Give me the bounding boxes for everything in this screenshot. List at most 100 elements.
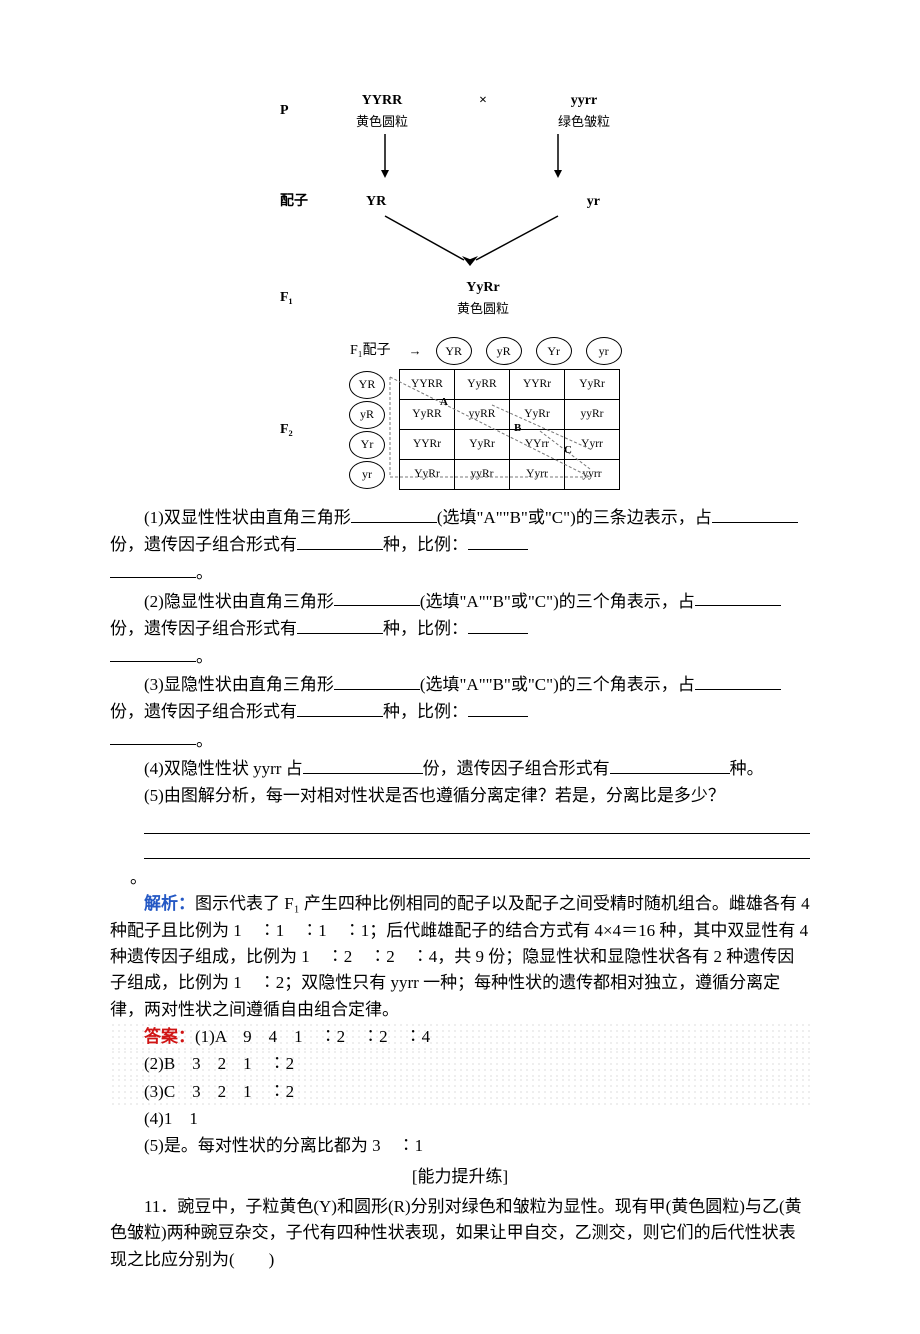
f2-label: F₂ <box>280 419 310 441</box>
answer-line-1: 答案：(1)A 9 4 1 ∶2 ∶2 ∶4 <box>110 1024 810 1050</box>
q3-text-c: 份，遗传因子组合形式有 <box>110 702 297 721</box>
q2-text-d: 种，比例： <box>383 619 468 638</box>
gamete-row: 配子 YR yr <box>280 190 640 214</box>
q4-text-c: 种。 <box>730 759 764 778</box>
punnett-cell: YyRR <box>455 370 510 400</box>
q4-text-b: 份，遗传因子组合形式有 <box>423 759 610 778</box>
punnett-cell: YYRr <box>400 430 455 460</box>
period: 。 <box>196 730 213 749</box>
gamete-circle: Yr <box>536 337 572 365</box>
blank[interactable] <box>297 531 383 550</box>
gamete2: yr <box>587 191 600 213</box>
arrows-gametes-to-f1 <box>280 214 640 270</box>
punnett-cell: YYrr <box>510 430 565 460</box>
genetics-diagram: P YYRR 黄色圆粒 × yyrr 绿色皱粒 配子 <box>280 90 640 490</box>
solution-block: 解析：图示代表了 F₁ 产生四种比例相同的配子以及配子之间受精时随机组合。雌雄各… <box>110 891 810 1023</box>
punnett-cell: yyrr <box>565 460 620 490</box>
blank[interactable] <box>468 531 528 550</box>
punnett-cell: yyRr <box>455 460 510 490</box>
p-row: P YYRR 黄色圆粒 × yyrr 绿色皱粒 <box>280 90 640 132</box>
cross-symbol: × <box>479 90 487 112</box>
punnett-cell: YyRR <box>400 400 455 430</box>
punnett-cell: yyRR <box>455 400 510 430</box>
gamete-circle: yR <box>486 337 522 365</box>
q4-text-a: (4)双隐性性状 yyrr 占 <box>144 759 303 778</box>
parent2-genotype: yyrr <box>558 90 610 112</box>
blank[interactable] <box>297 698 383 717</box>
blank[interactable] <box>334 588 420 607</box>
blank[interactable] <box>303 755 423 774</box>
f1-genotype: YyRr <box>326 277 640 299</box>
answer-line[interactable] <box>144 815 810 834</box>
punnett-cell: Yyrr <box>565 430 620 460</box>
punnett-cell: YYRR <box>400 370 455 400</box>
gamete-circle: yR <box>349 401 385 429</box>
answer-line[interactable] <box>144 840 810 859</box>
blank[interactable] <box>110 643 196 662</box>
gamete-circle: YR <box>436 337 472 365</box>
period: 。 <box>196 563 213 582</box>
gamete-label: 配子 <box>280 191 326 213</box>
period: 。 <box>196 647 213 666</box>
blank[interactable] <box>695 588 781 607</box>
daan-label: 答案： <box>144 1027 195 1046</box>
blank[interactable] <box>610 755 730 774</box>
blank[interactable] <box>468 615 528 634</box>
punnett-cell: Yyrr <box>510 460 565 490</box>
q2-text-b: (选填"A""B"或"C")的三个角表示，占 <box>420 591 695 610</box>
q3-text-b: (选填"A""B"或"C")的三个角表示，占 <box>420 675 695 694</box>
a1: (1)A 9 4 1 ∶2 ∶2 ∶4 <box>195 1027 430 1046</box>
question-4: (4)双隐性性状 yyrr 占 份，遗传因子组合形式有 种。 <box>110 755 810 782</box>
blank[interactable] <box>110 559 196 578</box>
question-11: 11．豌豆中，子粒黄色(Y)和圆形(R)分别对绿色和皱粒为显性。现有甲(黄色圆粒… <box>110 1194 810 1273</box>
f1-row: F₁ YyRr 黄色圆粒 <box>280 277 640 319</box>
f1-gamete-header: F₁配子 → YR yR Yr yr <box>350 337 640 365</box>
answer-line-2: (2)B 3 2 1 ∶2 <box>110 1051 810 1077</box>
period: 。 <box>130 868 147 887</box>
q1-text-d: 种，比例： <box>383 535 468 554</box>
question-3: (3)显隐性状由直角三角形 (选填"A""B"或"C")的三个角表示，占份，遗传因… <box>110 671 810 725</box>
q1-text-c: 份，遗传因子组合形式有 <box>110 535 297 554</box>
gamete-circle: YR <box>349 371 385 399</box>
blank[interactable] <box>334 671 420 690</box>
jiexi-label: 解析： <box>144 894 195 913</box>
gamete-circle: Yr <box>349 431 385 459</box>
answer-line-4: (4)1 1 <box>110 1106 810 1132</box>
f1-gamete-label: F₁配子 <box>350 340 391 362</box>
punnett-cell: YyRr <box>510 400 565 430</box>
punnett-cell: yyRr <box>565 400 620 430</box>
f1-phenotype: 黄色圆粒 <box>326 299 640 319</box>
p-label: P <box>280 100 326 122</box>
parent1-genotype: YYRR <box>356 90 408 112</box>
blank[interactable] <box>468 698 528 717</box>
blank[interactable] <box>695 671 781 690</box>
blank[interactable] <box>712 504 798 523</box>
answer-line-3: (3)C 3 2 1 ∶2 <box>110 1079 810 1105</box>
blank[interactable] <box>110 727 196 746</box>
q2-text-c: 份，遗传因子组合形式有 <box>110 619 297 638</box>
punnett-cell: YYRr <box>510 370 565 400</box>
punnett-cell: YyRr <box>565 370 620 400</box>
punnett-square: YR YYRR YyRR YYRr YyRr yR YyRR yyRR YyRr… <box>340 369 620 490</box>
section-title: [能力提升练] <box>110 1164 810 1190</box>
blank[interactable] <box>297 615 383 634</box>
q3-text-d: 种，比例： <box>383 702 468 721</box>
arrows-p-to-gametes <box>280 132 640 182</box>
jiexi-text: 图示代表了 F₁ 产生四种比例相同的配子以及配子之间受精时随机组合。雌雄各有 4… <box>110 894 810 1018</box>
blank[interactable] <box>351 504 437 523</box>
q3-text-a: (3)显隐性状由直角三角形 <box>144 675 334 694</box>
arrow-right-icon: → <box>409 341 422 361</box>
f1-label: F₁ <box>280 287 326 309</box>
q1-text-b: (选填"A""B"或"C")的三条边表示，占 <box>437 508 712 527</box>
question-5: (5)由图解分析，每一对相对性状是否也遵循分离定律？若是，分离比是多少？ <box>110 783 810 809</box>
q2-text-a: (2)隐显性状由直角三角形 <box>144 591 334 610</box>
punnett-cell: YyRr <box>400 460 455 490</box>
parent1-phenotype: 黄色圆粒 <box>356 112 408 132</box>
gamete-circle: yr <box>586 337 622 365</box>
gamete-circle: yr <box>349 461 385 489</box>
punnett-cell: YyRr <box>455 430 510 460</box>
q1-text-a: (1)双显性性状由直角三角形 <box>144 508 351 527</box>
question-2: (2)隐显性状由直角三角形 (选填"A""B"或"C")的三个角表示，占份，遗传因… <box>110 588 810 642</box>
question-1: (1)双显性性状由直角三角形 (选填"A""B"或"C")的三条边表示，占份，遗传… <box>110 504 810 558</box>
parent2-phenotype: 绿色皱粒 <box>558 112 610 132</box>
